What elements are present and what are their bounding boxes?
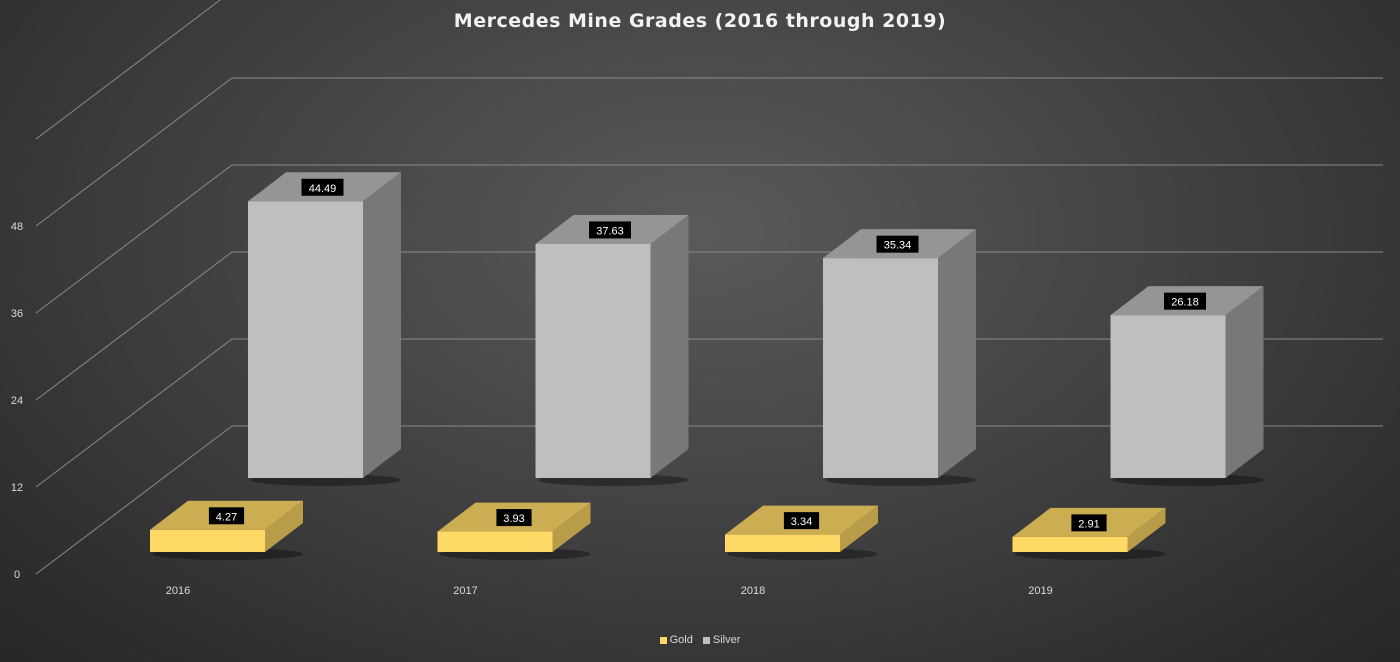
gridline	[35, 251, 1383, 401]
data-label-box	[589, 221, 631, 239]
gridline	[35, 164, 1383, 314]
data-label-box	[496, 509, 532, 527]
legend-label-gold: Gold	[669, 634, 693, 646]
data-label-box	[1164, 292, 1206, 310]
legend: Gold Silver	[0, 634, 1400, 646]
chart-title: Mercedes Mine Grades (2016 through 2019)	[453, 10, 947, 32]
bar-silver	[1110, 315, 1226, 478]
legend-label-silver: Silver	[712, 634, 741, 646]
data-label: 26.18	[1171, 297, 1199, 309]
data-label: 44.49	[309, 183, 337, 195]
data-label: 37.63	[596, 225, 624, 237]
y-tick-label: 36	[11, 308, 23, 320]
data-label: 3.93	[503, 513, 524, 525]
bar-gold-side	[265, 500, 303, 552]
data-label: 3.34	[791, 516, 812, 528]
legend-swatch-silver	[702, 636, 710, 644]
legend-item-gold: Gold	[659, 634, 693, 646]
bar-gold-side	[840, 505, 878, 552]
bar-silver	[535, 243, 651, 478]
data-label-box	[1071, 514, 1107, 532]
bar-silver-side	[650, 214, 689, 478]
data-label-box	[301, 178, 344, 196]
data-label-box	[876, 235, 919, 253]
bar-silver-side	[363, 172, 401, 478]
x-tick-label: 2019	[1028, 585, 1052, 597]
legend-item-silver: Silver	[702, 634, 741, 646]
gridline	[35, 425, 1383, 575]
bar-gold	[437, 531, 553, 552]
data-label: 35.34	[884, 240, 912, 252]
y-tick-label: 48	[11, 221, 23, 233]
x-tick-label: 2017	[453, 585, 477, 597]
y-tick-label: 12	[11, 482, 23, 494]
bar-gold-side	[1127, 507, 1166, 552]
bar-gold-side	[552, 502, 591, 552]
bar-silver-side	[1225, 286, 1264, 478]
data-label: 2.91	[1078, 518, 1099, 530]
gridline	[35, 0, 221, 140]
data-label-box	[208, 507, 245, 525]
x-tick-label: 2018	[741, 585, 765, 597]
bar-silver	[823, 258, 938, 478]
gridline	[35, 77, 1383, 227]
gridline	[35, 338, 1383, 488]
data-label: 4.27	[216, 511, 237, 523]
bar-silver-side	[938, 229, 976, 478]
y-tick-label: 24	[11, 395, 23, 407]
bar-silver	[248, 201, 363, 478]
data-label-box	[783, 512, 820, 530]
y-tick-label: 0	[14, 569, 20, 581]
x-tick-label: 2016	[166, 585, 190, 597]
legend-swatch-gold	[659, 636, 667, 644]
bar-gold	[725, 534, 840, 552]
bar-gold	[150, 529, 265, 552]
bar-gold	[1012, 536, 1128, 552]
